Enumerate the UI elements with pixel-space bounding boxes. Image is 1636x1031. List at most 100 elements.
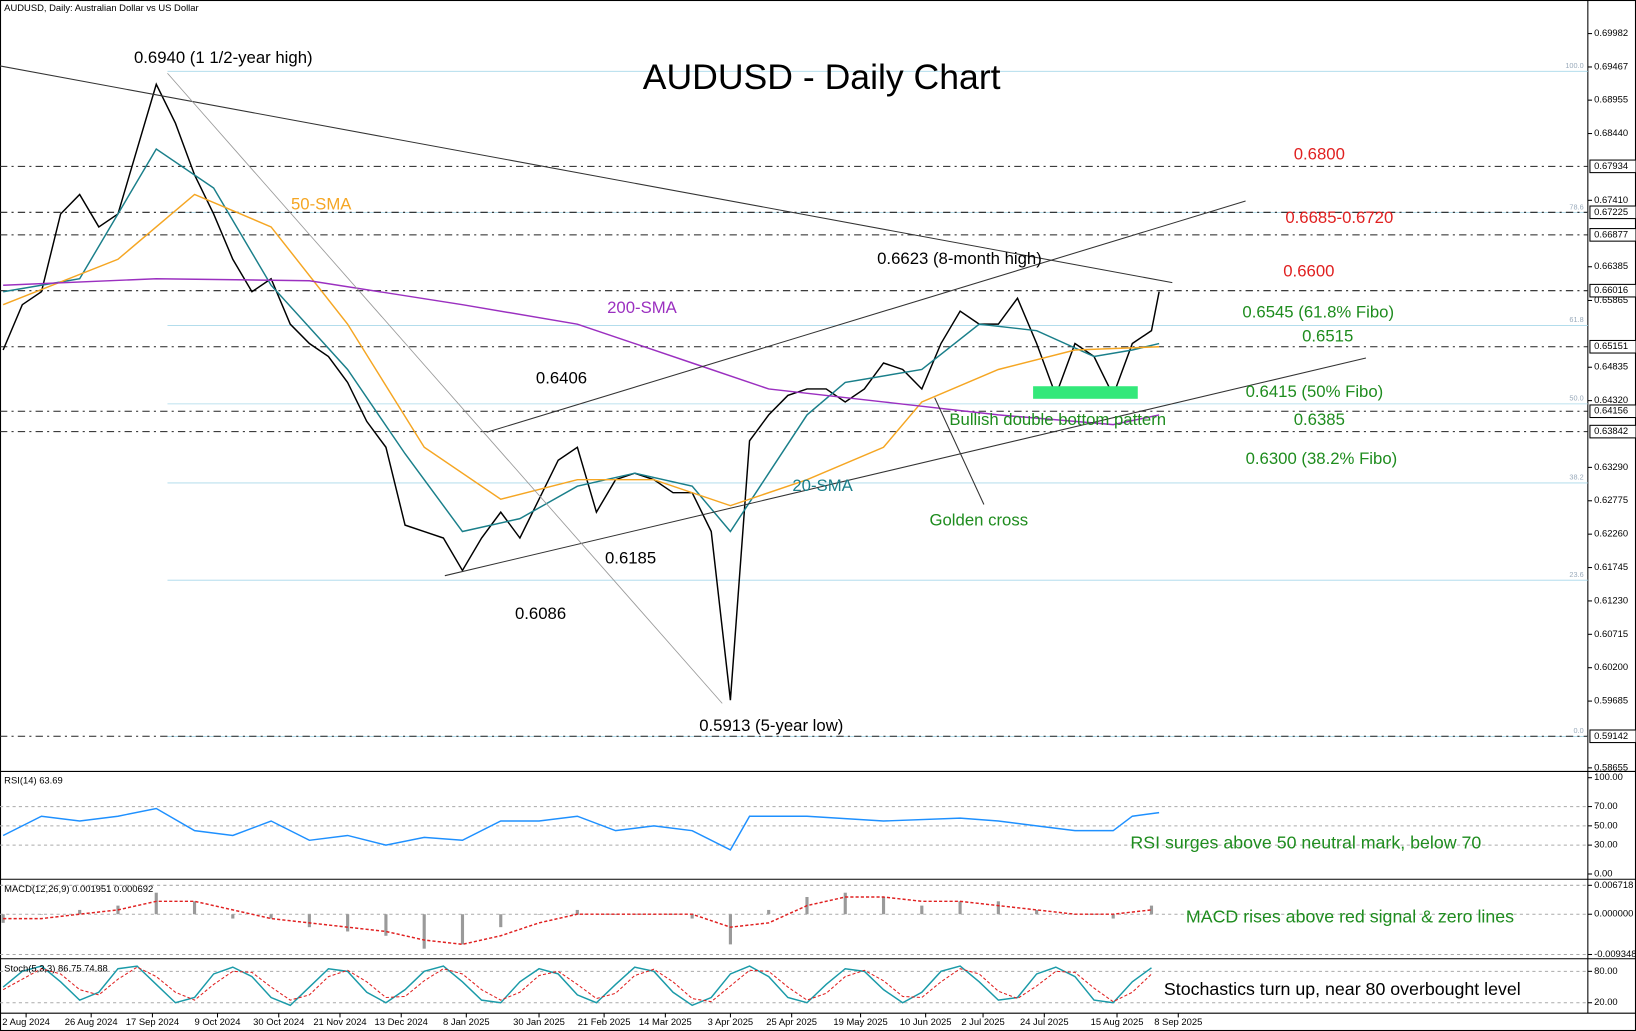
y-tick-label: 80.00 — [1594, 965, 1618, 976]
macd-bar — [958, 901, 962, 915]
x-tick-label: 10 Jun 2025 — [900, 1016, 952, 1027]
annotation: 0.6623 (8-month high) — [877, 249, 1042, 268]
y-tick-label: 0.68440 — [1594, 127, 1628, 138]
y-tick-label: 0.66385 — [1594, 260, 1628, 271]
level-label: 0.66877 — [1594, 228, 1628, 239]
x-tick-label: 3 Apr 2025 — [708, 1016, 754, 1027]
macd-bar — [269, 914, 273, 919]
series-line — [3, 278, 1160, 426]
macd-bar — [690, 914, 694, 919]
fibo-label: 78.6 — [1569, 202, 1583, 211]
x-tick-label: 19 May 2025 — [833, 1016, 887, 1027]
x-tick-label: 15 Aug 2025 — [1091, 1016, 1144, 1027]
macd-bar — [843, 892, 847, 915]
fibo-label: 100.0 — [1565, 61, 1583, 70]
sma-label: 200-SMA — [607, 298, 678, 317]
level-label: 0.65151 — [1594, 340, 1628, 351]
level-label: 0.59142 — [1594, 730, 1628, 741]
x-tick-label: 30 Oct 2024 — [253, 1016, 304, 1027]
annotation: Bullish double bottom pattern — [949, 410, 1166, 429]
stoch-label: Stoch(5,3,3) 86.75 74.88 — [4, 963, 108, 974]
macd-bar — [231, 914, 235, 919]
y-tick-label: 30.00 — [1594, 839, 1618, 850]
fibo-label: 38.2 — [1569, 473, 1583, 482]
y-tick-label: 0.69467 — [1594, 60, 1628, 71]
macd-bar — [767, 909, 771, 915]
annotation: 0.5913 (5-year low) — [699, 716, 843, 735]
y-tick-label: 0.58655 — [1594, 761, 1628, 772]
x-tick-label: 17 Sep 2024 — [126, 1016, 179, 1027]
annotation: 0.6800 — [1294, 144, 1345, 163]
x-tick-label: 24 Jul 2025 — [1020, 1016, 1069, 1027]
annotation: Golden cross — [929, 511, 1028, 530]
macd-bar — [537, 914, 541, 915]
sma-label: 20-SMA — [792, 476, 853, 495]
y-tick-label: 0.006718 — [1594, 879, 1633, 890]
series-line — [2, 965, 1152, 1007]
y-tick-label: 0.65865 — [1594, 294, 1628, 305]
fibo-label: 61.8 — [1569, 315, 1583, 324]
macd-bar — [154, 892, 158, 915]
annotation: 0.6086 — [515, 604, 566, 623]
macd-bar — [384, 914, 388, 936]
macd-bar — [307, 914, 311, 928]
y-tick-label: 0.000000 — [1594, 908, 1633, 919]
fibo-label: 50.0 — [1569, 394, 1583, 403]
rsi-label: RSI(14) 63.69 — [4, 774, 63, 785]
x-tick-label: 2 Jul 2025 — [961, 1016, 1004, 1027]
level-label: 0.64156 — [1594, 405, 1628, 416]
annotation: 0.6185 — [605, 548, 656, 567]
annotation: 0.6940 (1 1/2-year high) — [134, 48, 313, 67]
annotation: 0.6515 — [1302, 326, 1353, 345]
x-tick-label: 25 Apr 2025 — [766, 1016, 817, 1027]
macd-bar — [920, 905, 924, 915]
y-tick-label: 0.60200 — [1594, 661, 1628, 672]
series-line — [2, 966, 1152, 1003]
level-label: 0.67225 — [1594, 206, 1628, 217]
macd-bar — [996, 901, 1000, 915]
y-tick-label: 0.61745 — [1594, 561, 1628, 572]
macd-bar — [192, 901, 197, 915]
level-label: 0.66016 — [1594, 284, 1628, 295]
x-tick-label: 8 Sep 2025 — [1154, 1016, 1202, 1027]
y-tick-label: 0.62260 — [1594, 528, 1628, 539]
macd-bar — [460, 914, 465, 945]
macd-bar — [614, 914, 618, 915]
rsi-note: RSI surges above 50 neutral mark, below … — [1130, 832, 1481, 852]
macd-bar — [499, 914, 503, 928]
x-tick-label: 26 Aug 2024 — [65, 1016, 118, 1027]
x-tick-label: 14 Mar 2025 — [639, 1016, 692, 1027]
y-tick-label: 100.00 — [1594, 771, 1623, 782]
y-tick-label: 0.69982 — [1594, 27, 1628, 38]
annotation: 0.6600 — [1283, 262, 1334, 281]
macd-note: MACD rises above red signal & zero lines — [1186, 907, 1514, 927]
y-tick-label: 0.59685 — [1594, 695, 1628, 706]
y-tick-label: 0.00 — [1594, 867, 1612, 878]
x-tick-label: 21 Feb 2025 — [578, 1016, 631, 1027]
macd-bar — [39, 914, 43, 915]
macd-bar — [78, 909, 82, 915]
macd-bar — [728, 914, 732, 945]
series-line — [2, 193, 1160, 507]
macd-bar — [1035, 909, 1039, 915]
fibo-line — [167, 72, 723, 704]
series-line — [3, 896, 1152, 946]
x-tick-label: 9 Oct 2024 — [194, 1016, 240, 1027]
y-tick-label: -0.009348 — [1594, 948, 1636, 959]
series-line — [2, 807, 1160, 851]
fibo-label: 0.0 — [1573, 726, 1583, 735]
macd-bar — [422, 914, 426, 949]
level-label: 0.63842 — [1594, 425, 1628, 436]
annotation: 0.6415 (50% Fibo) — [1246, 382, 1384, 401]
macd-label: MACD(12,26,9) 0.001951 0.000692 — [4, 883, 153, 894]
macd-bar — [881, 897, 886, 915]
y-tick-label: 0.60715 — [1594, 628, 1628, 639]
annotation: 0.6406 — [536, 368, 587, 387]
y-tick-label: 20.00 — [1594, 996, 1618, 1007]
trendline — [0, 65, 1173, 284]
series-line — [3, 148, 1160, 533]
y-tick-label: 70.00 — [1594, 800, 1618, 811]
channel-top — [486, 200, 1246, 433]
